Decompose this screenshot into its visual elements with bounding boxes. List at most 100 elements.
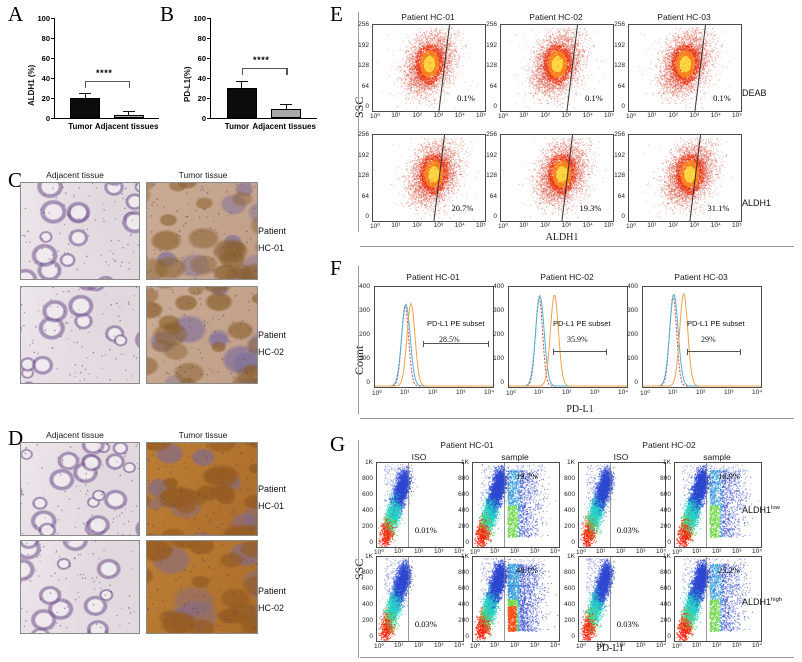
panel-label-b: B	[160, 2, 175, 26]
y-tick-label: 40	[197, 74, 206, 83]
panel-g-y-tick: 400	[362, 601, 373, 608]
y-tick-label: 80	[197, 34, 206, 43]
panel-d-col-title-0: Adjacent tissue	[46, 430, 104, 440]
y-tick-label: 0	[45, 114, 50, 123]
subset-label: PD-L1 PE subset	[427, 319, 485, 328]
panel-g-y-tick: 0	[667, 633, 671, 640]
panel-f-y-tick: 400	[493, 283, 504, 290]
panel-g-x-tick: 10¹	[490, 548, 500, 555]
panel-g-y-tick: 1K	[365, 459, 373, 466]
panel-g-x-tick: 10¹	[596, 548, 606, 555]
panel-e-plot-r1-c1: 19.3%	[500, 134, 614, 222]
panel-g-y-tick: 200	[362, 523, 373, 530]
panel-e-canvas-r0-c0	[373, 25, 485, 111]
panel-e-plot-r1-c0: 20.7%	[372, 134, 486, 222]
panel-g-plot-r0-c0: 0.01%	[376, 462, 464, 548]
panel-e-row-label-0: DEAB	[742, 88, 767, 98]
panel-g-x-tick: 10³	[434, 548, 444, 555]
panel-g-y-tick: 400	[362, 507, 373, 514]
gate-percentage: 48.1%	[516, 565, 538, 575]
panel-e-y-tick: 64	[489, 82, 497, 90]
panel-e-y-tick: 0	[365, 213, 369, 220]
panel-g-canvas-r0-c3	[675, 463, 761, 547]
panel-e-x-tick: 10²	[540, 222, 550, 229]
panel-e-y-tick: 192	[614, 151, 625, 159]
panel-e-x-tick: 10⁰	[370, 113, 380, 120]
ihc-image-adjacent-c-1	[20, 286, 140, 384]
panel-f-x-tick: 10²	[428, 389, 438, 396]
panel-e-y-tick: 128	[358, 172, 369, 179]
subset-range-bar	[423, 340, 489, 347]
error-bar-stem	[241, 81, 243, 88]
gate-line	[609, 463, 611, 547]
panel-e-x-tick: 10⁴	[582, 112, 593, 119]
panel-e-canvas-r1-c1	[501, 135, 613, 221]
ihc-image-tumor-c-0	[146, 182, 258, 280]
panel-e-x-tick: 10⁰	[370, 223, 380, 230]
y-tick	[207, 98, 210, 100]
panel-e-y-tick: 64	[361, 192, 369, 200]
gate-percentage: 0.1%	[585, 93, 603, 103]
gate-line	[503, 557, 505, 641]
panel-e-y-tick: 256	[486, 21, 497, 28]
panel-g-y-tick: 0	[369, 539, 373, 546]
panel-label-d: D	[8, 426, 24, 450]
panel-g-canvas-r0-c2	[579, 463, 665, 547]
ihc-nuclei	[21, 287, 139, 383]
panel-g-plot-r0-c3: 16.9%	[674, 462, 762, 548]
panel-e-y-tick: 0	[493, 213, 497, 220]
panel-e-y-tick: 192	[486, 151, 497, 159]
error-bar-stem	[128, 111, 130, 115]
panel-e-x-tick: 10¹	[519, 112, 529, 119]
panel-e-col-title: Patient HC-02	[529, 12, 583, 22]
panel-g-y-tick: 0	[571, 633, 575, 640]
panel-g-x-tick: 10¹	[490, 642, 500, 649]
panel-g-x-tick: 10⁴	[454, 548, 465, 555]
panel-d-row-label-1-line1: Patient	[258, 586, 287, 596]
panel-g-x-tick: 10²	[414, 548, 424, 555]
y-tick	[207, 18, 210, 20]
panel-e-y-tick: 64	[617, 82, 625, 90]
ihc-nuclei	[147, 541, 257, 633]
subset-range-bar	[687, 348, 741, 355]
panel-g-y-tick: 800	[362, 475, 373, 482]
panel-g-y-tick: 1K	[567, 459, 575, 466]
panel-g-col-title: sample	[703, 452, 731, 462]
panel-g-x-tick: 10⁴	[656, 548, 667, 555]
y-tick	[51, 78, 54, 80]
panel-g-x-tick: 10²	[414, 642, 424, 649]
panel-g-x-tick: 10⁴	[550, 642, 561, 649]
panel-g-y-tick: 0	[369, 633, 373, 640]
panel-g-x-tick: 10⁴	[550, 548, 561, 555]
panel-f-y-tick: 400	[359, 283, 370, 290]
ihc-image-adjacent-c-0	[20, 182, 140, 280]
panel-f-canvas-1	[509, 287, 627, 387]
panel-f-y-tick: 0	[366, 379, 370, 386]
y-tick	[207, 78, 210, 80]
panel-d-row-label-1-line2: HC-02	[258, 603, 285, 613]
panel-g-plot-r0-c1: 19.7%	[472, 462, 560, 548]
subset-percentage: 29%	[701, 335, 716, 344]
panel-f-y-tick: 0	[500, 379, 504, 386]
panel-f-xlabel: PD-L1	[566, 404, 594, 415]
panel-e-y-tick: 256	[614, 131, 625, 138]
error-bar-cap	[280, 104, 293, 106]
panel-g-x-tick: 10⁰	[470, 549, 480, 556]
panel-g-y-tick: 200	[458, 617, 469, 624]
panel-label-e: E	[330, 2, 343, 26]
panel-e-canvas-r0-c2	[629, 25, 741, 111]
panel-e-x-tick: 10⁵	[732, 112, 742, 119]
panel-f-y-tick: 300	[627, 307, 638, 314]
panel-c-row-label-1-line2: HC-02	[258, 347, 285, 357]
panel-f-x-tick: 10¹	[534, 389, 544, 396]
panel-e-y-tick: 128	[358, 62, 369, 69]
ihc-nuclei	[21, 183, 139, 279]
panel-g-y-tick: 600	[362, 491, 373, 498]
panel-f-y-tick: 200	[493, 331, 504, 338]
panel-e-x-tick: 10⁴	[454, 222, 465, 229]
panel-e-x-tick: 10⁵	[604, 222, 614, 229]
panel-g-x-tick: 10³	[732, 548, 742, 555]
panel-f-y-tick: 200	[359, 331, 370, 338]
panel-d-row-label-0-line1: Patient	[258, 484, 287, 494]
panel-g-x-tick: 10⁰	[576, 643, 586, 650]
